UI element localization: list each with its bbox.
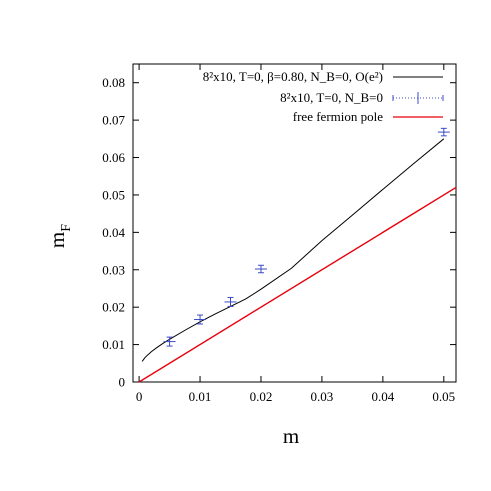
series-1-line	[141, 138, 445, 362]
x-tick-label: 0.02	[250, 389, 273, 404]
x-tick-label: 0.04	[371, 389, 394, 404]
series-2-point	[254, 264, 267, 274]
series-2-point	[163, 336, 176, 347]
y-tick-label: 0.07	[102, 113, 125, 128]
y-tick-label: 0.05	[102, 187, 125, 202]
series-2-point	[194, 314, 207, 325]
y-tick-label: 0	[119, 375, 126, 390]
legend-entry-2-swatch	[392, 92, 444, 104]
legend-entry-1-label: 8²x10, T=0, β=0.80, N_B=0, O(e²)	[203, 69, 383, 84]
svg-text:mF: mF	[45, 224, 74, 248]
series-layer	[138, 127, 457, 383]
x-tick-label: 0.05	[432, 389, 455, 404]
series-2-point	[224, 296, 237, 307]
y-axis-title: mF	[45, 224, 74, 248]
y-axis-title-main: m	[45, 232, 69, 248]
x-tick-label: 0.03	[311, 389, 334, 404]
y-tick-label: 0.04	[102, 225, 125, 240]
plot-frame	[132, 63, 457, 383]
y-tick-label: 0.08	[102, 75, 125, 90]
x-axis-title: m	[283, 424, 299, 448]
x-tick-label: 0	[136, 389, 143, 404]
y-tick-label: 0.01	[102, 337, 125, 352]
y-tick-label: 0.03	[102, 262, 125, 277]
series-2-point	[437, 127, 450, 137]
y-axis-ticks: 0 0.01 0.02 0.03 0.04 0.05 0.06 0.07 0.08	[102, 75, 456, 390]
x-tick-label: 0.01	[189, 389, 212, 404]
legend-entry-2-label: 8²x10, T=0, N_B=0	[280, 90, 383, 105]
series-3-line	[138, 186, 457, 383]
legend-entry-3-label: free fermion pole	[293, 109, 383, 124]
y-tick-label: 0.06	[102, 150, 125, 165]
y-axis-title-sub: F	[59, 224, 74, 232]
x-axis-ticks: 0 0.01 0.02 0.03 0.04 0.05	[136, 64, 455, 404]
legend: 8²x10, T=0, β=0.80, N_B=0, O(e²) 8²x10, …	[203, 69, 444, 124]
y-tick-label: 0.02	[102, 300, 125, 315]
